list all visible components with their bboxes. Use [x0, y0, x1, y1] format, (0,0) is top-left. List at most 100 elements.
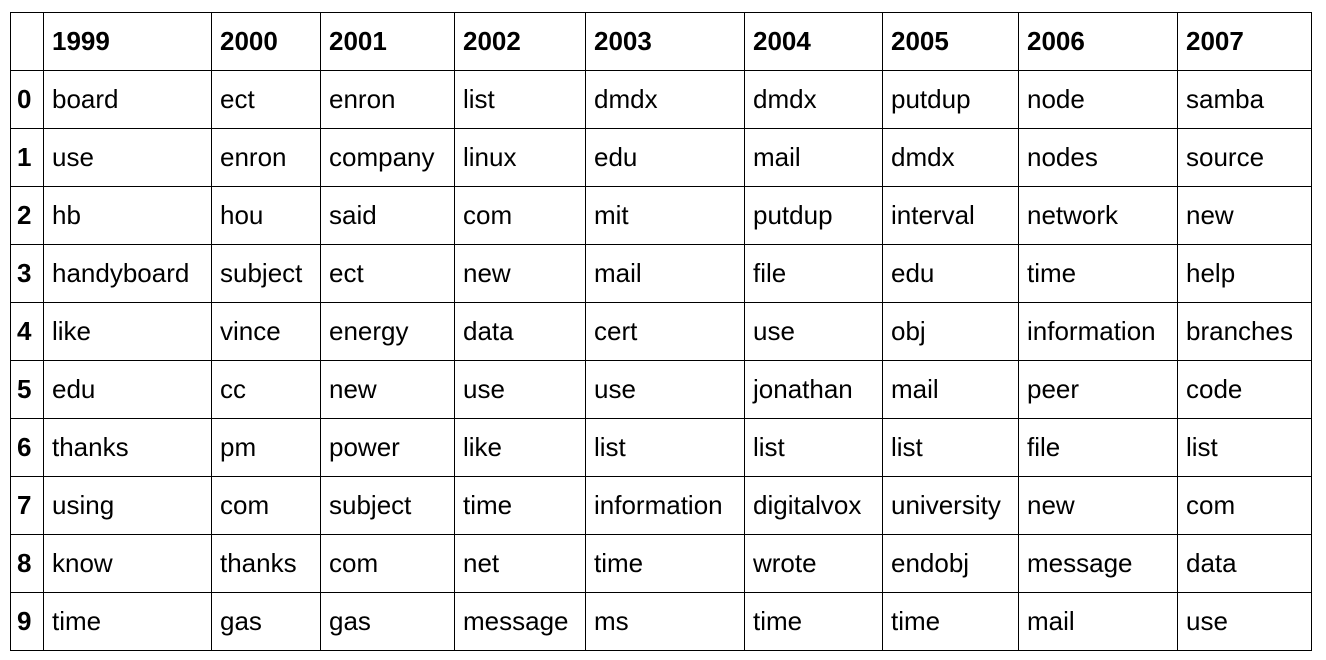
row-index-cell: 3 — [10, 244, 44, 303]
header-row: 1999 2000 2001 2002 2003 2004 2005 2006 … — [10, 12, 1312, 71]
table-cell: network — [1018, 186, 1178, 245]
table-row: 7 using com subject time information digitalvo… — [10, 476, 1312, 535]
table-cell: wrote — [744, 534, 883, 593]
table-cell: pm — [211, 418, 321, 477]
table-cell: net — [454, 534, 586, 593]
table-cell: board — [43, 70, 212, 129]
table-cell: power — [320, 418, 455, 477]
table-cell: endobj — [882, 534, 1019, 593]
table-cell: time — [585, 534, 745, 593]
table-cell: new — [1177, 186, 1312, 245]
table-cell: information — [585, 476, 745, 535]
table-cell: message — [1018, 534, 1178, 593]
table-cell: com — [1177, 476, 1312, 535]
table-cell: enron — [211, 128, 321, 187]
table-cell: new — [454, 244, 586, 303]
table-cell: gas — [320, 592, 455, 651]
table-cell: nodes — [1018, 128, 1178, 187]
column-header-2006: 2006 — [1018, 12, 1178, 71]
table-cell: interval — [882, 186, 1019, 245]
column-header-2001: 2001 — [320, 12, 455, 71]
table-cell: help — [1177, 244, 1312, 303]
table-cell: mail — [1018, 592, 1178, 651]
table-cell: list — [585, 418, 745, 477]
table-cell: said — [320, 186, 455, 245]
table-cell: time — [1018, 244, 1178, 303]
table-cell: use — [585, 360, 745, 419]
table-cell: com — [454, 186, 586, 245]
table-cell: university — [882, 476, 1019, 535]
table-cell: enron — [320, 70, 455, 129]
row-index-cell: 9 — [10, 592, 44, 651]
table-cell: dmdx — [585, 70, 745, 129]
table-cell: use — [454, 360, 586, 419]
column-header-2007: 2007 — [1177, 12, 1312, 71]
table-cell: new — [1018, 476, 1178, 535]
index-header-cell — [10, 12, 44, 71]
table-cell: use — [1177, 592, 1312, 651]
table-cell: cc — [211, 360, 321, 419]
table-cell: digitalvox — [744, 476, 883, 535]
table-cell: source — [1177, 128, 1312, 187]
table-cell: mail — [744, 128, 883, 187]
table-cell: linux — [454, 128, 586, 187]
table-cell: dmdx — [744, 70, 883, 129]
table-cell: data — [454, 302, 586, 361]
column-header-2004: 2004 — [744, 12, 883, 71]
table-cell: hb — [43, 186, 212, 245]
table-cell: thanks — [43, 418, 212, 477]
table-cell: branches — [1177, 302, 1312, 361]
table-row: 6 thanks pm power like list list list file list — [10, 418, 1312, 477]
table-cell: ect — [320, 244, 455, 303]
table-cell: obj — [882, 302, 1019, 361]
row-index-cell: 8 — [10, 534, 44, 593]
table-body: 0 board ect enron list dmdx dmdx putdup node samb… — [10, 70, 1312, 651]
table-cell: mail — [882, 360, 1019, 419]
column-header-1999: 1999 — [43, 12, 212, 71]
table-cell: peer — [1018, 360, 1178, 419]
table-cell: like — [454, 418, 586, 477]
table-row: 0 board ect enron list dmdx dmdx putdup node samb… — [10, 70, 1312, 129]
row-index-cell: 2 — [10, 186, 44, 245]
table-row: 1 use enron company linux edu mail dmdx nodes sou… — [10, 128, 1312, 187]
table-cell: putdup — [882, 70, 1019, 129]
table-cell: using — [43, 476, 212, 535]
row-index-cell: 7 — [10, 476, 44, 535]
table-cell: like — [43, 302, 212, 361]
table-row: 4 like vince energy data cert use obj informatio… — [10, 302, 1312, 361]
table-cell: energy — [320, 302, 455, 361]
table-cell: message — [454, 592, 586, 651]
table-row: 2 hb hou said com mit putdup interval network new — [10, 186, 1312, 245]
table-cell: mail — [585, 244, 745, 303]
table-cell: information — [1018, 302, 1178, 361]
table-row: 5 edu cc new use use jonathan mail peer code — [10, 360, 1312, 419]
table-cell: list — [454, 70, 586, 129]
table-cell: use — [43, 128, 212, 187]
table-cell: mit — [585, 186, 745, 245]
table-cell: time — [882, 592, 1019, 651]
table-cell: edu — [882, 244, 1019, 303]
column-header-2000: 2000 — [211, 12, 321, 71]
table-cell: ms — [585, 592, 745, 651]
table-cell: data — [1177, 534, 1312, 593]
table-cell: list — [1177, 418, 1312, 477]
table-cell: new — [320, 360, 455, 419]
table-cell: subject — [320, 476, 455, 535]
column-header-2002: 2002 — [454, 12, 586, 71]
table-cell: vince — [211, 302, 321, 361]
row-index-cell: 4 — [10, 302, 44, 361]
table-header: 1999 2000 2001 2002 2003 2004 2005 2006 … — [10, 12, 1312, 71]
table-cell: code — [1177, 360, 1312, 419]
table-cell: subject — [211, 244, 321, 303]
table-cell: time — [454, 476, 586, 535]
table-cell: know — [43, 534, 212, 593]
table-row: 8 know thanks com net time wrote endobj message d… — [10, 534, 1312, 593]
table-cell: com — [211, 476, 321, 535]
table-cell: company — [320, 128, 455, 187]
table-cell: time — [43, 592, 212, 651]
table-cell: use — [744, 302, 883, 361]
table-cell: gas — [211, 592, 321, 651]
table-cell: samba — [1177, 70, 1312, 129]
table-row: 9 time gas gas message ms time time mail use — [10, 592, 1312, 651]
row-index-cell: 5 — [10, 360, 44, 419]
